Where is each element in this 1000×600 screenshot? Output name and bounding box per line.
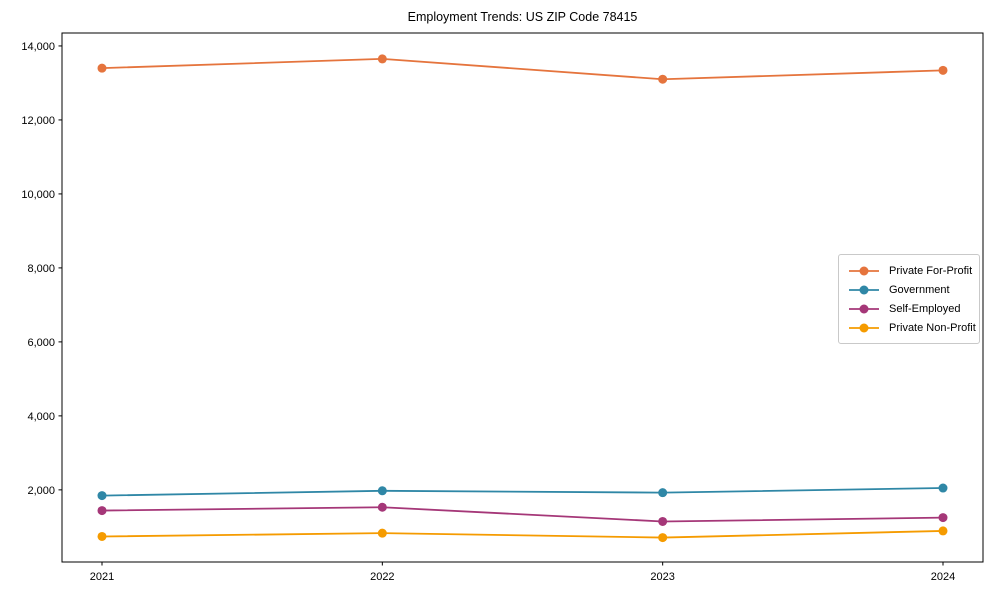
x-tick-label: 2021 (90, 571, 114, 583)
data-point (938, 483, 948, 493)
legend-item: Government (848, 280, 970, 299)
legend-line-marker-icon (849, 266, 879, 275)
data-point (658, 488, 668, 498)
data-point (938, 526, 948, 536)
series-line-private-non-profit (101, 530, 944, 539)
y-tick-label: 12,000 (21, 115, 55, 127)
data-point (97, 491, 107, 501)
legend-label: Private Non-Profit (889, 321, 976, 334)
legend-label: Government (889, 283, 950, 296)
y-tick-label: 2,000 (27, 485, 55, 497)
legend-item: Private For-Profit (848, 261, 973, 280)
legend-label: Self-Employed (889, 302, 961, 315)
y-tick-label: 14,000 (21, 41, 55, 53)
x-tick-label: 2023 (650, 571, 674, 583)
y-tick-label: 6,000 (27, 337, 55, 349)
data-point (97, 506, 107, 516)
chart-title: Employment Trends: US ZIP Code 78415 (407, 10, 638, 24)
series-line-self-employed (101, 506, 944, 523)
chart-legend: Private For-Profit Government Self-Employe… (838, 254, 980, 344)
data-point (938, 65, 948, 75)
series-line-private-for-profit (101, 57, 944, 81)
x-tick-label: 2022 (370, 571, 394, 583)
data-point (97, 63, 107, 73)
data-point (658, 533, 668, 543)
y-tick-label: 8,000 (27, 263, 55, 275)
data-point (377, 502, 387, 512)
legend-item: Private Non-Profit (848, 318, 976, 337)
legend-line-marker-icon (849, 304, 879, 313)
plot-frame (61, 32, 984, 563)
legend-item: Self-Employed (848, 299, 970, 318)
data-point (377, 54, 387, 64)
x-tick-label: 2024 (931, 571, 955, 583)
data-point (377, 486, 387, 496)
series-line-government (101, 487, 944, 497)
legend-line-marker-icon (849, 323, 879, 332)
data-point (658, 74, 668, 84)
data-point (97, 531, 107, 541)
legend-line-marker-icon (849, 285, 879, 294)
y-tick-label: 10,000 (21, 189, 55, 201)
y-tick-label: 4,000 (27, 411, 55, 423)
legend-label: Private For-Profit (889, 264, 973, 277)
data-point (938, 513, 948, 523)
data-point (658, 516, 668, 526)
data-point (377, 528, 387, 538)
